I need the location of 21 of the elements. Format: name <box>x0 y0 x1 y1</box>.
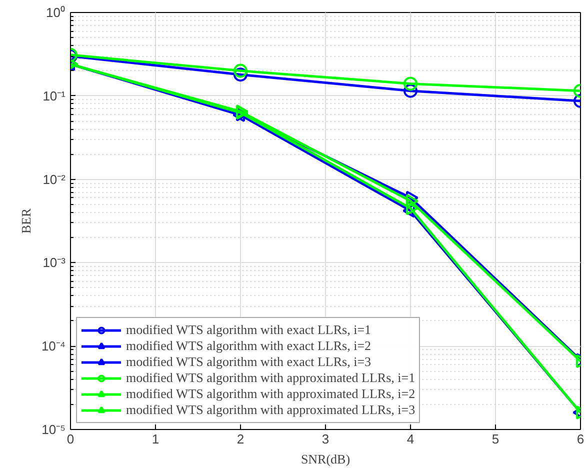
y-tick-label: 10⁰ <box>46 5 66 20</box>
x-axis-title: SNR(dB) <box>300 452 350 466</box>
legend-label: modified WTS algorithm with exact LLRs, i=2 <box>126 338 372 354</box>
y-tick-label: 10⁻⁴ <box>41 338 66 354</box>
legend-label: modified WTS algorithm with approximated LLRs, i=3 <box>126 402 416 418</box>
x-tick-label: 2 <box>236 432 244 446</box>
x-tick-label: 6 <box>576 432 584 446</box>
y-tick-label: 10⁻² <box>42 172 66 187</box>
x-tick-label: 1 <box>152 432 160 446</box>
y-tick-label: 10⁻⁵ <box>42 422 66 437</box>
x-tick-label: 5 <box>492 432 500 446</box>
y-tick-label: 10⁻¹ <box>42 88 66 104</box>
x-tick-label: 0 <box>66 432 74 446</box>
y-axis-title: BER <box>18 208 34 234</box>
legend-label: modified WTS algorithm with exact LLRs, i=1 <box>126 322 372 338</box>
x-tick-label: 3 <box>322 432 330 446</box>
legend-label: modified WTS algorithm with approximated LLRs, i=1 <box>126 370 416 386</box>
x-tick-label: 4 <box>406 432 414 446</box>
legend-label: modified WTS algorithm with approximated LLRs, i=2 <box>126 386 416 402</box>
y-tick-label: 10⁻³ <box>42 255 66 270</box>
legend-label: modified WTS algorithm with exact LLRs, i=3 <box>126 354 372 370</box>
